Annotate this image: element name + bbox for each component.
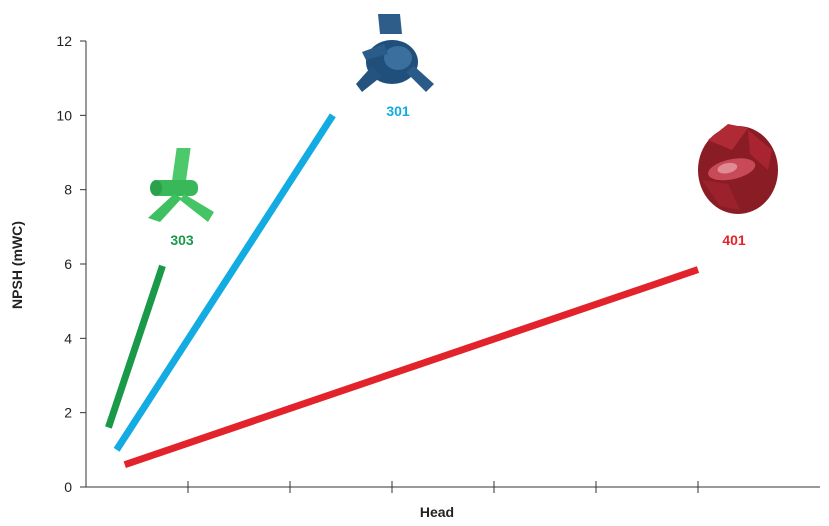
impeller-301-icon — [356, 14, 434, 92]
y-tick-label: 12 — [56, 33, 72, 49]
series-label-303: 303 — [170, 232, 194, 248]
x-axis-title: Head — [420, 504, 454, 520]
y-ticks: 0 2 4 6 8 10 12 — [56, 33, 86, 495]
y-tick-label: 8 — [64, 182, 72, 198]
y-tick-label: 4 — [64, 330, 72, 346]
y-tick-label: 6 — [64, 256, 72, 272]
impeller-401-icon — [698, 124, 778, 214]
series-line-401 — [123, 266, 700, 469]
y-axis-title: NPSH (mWC) — [9, 221, 25, 309]
y-tick-label: 0 — [64, 479, 72, 495]
series-line-301 — [113, 113, 336, 452]
series-labels: 303 301 401 — [170, 103, 746, 248]
series-lines — [105, 113, 700, 469]
series-line-303 — [105, 264, 166, 429]
x-ticks — [187, 481, 699, 493]
y-tick-label: 2 — [64, 405, 72, 421]
y-tick-label: 10 — [56, 107, 72, 123]
axes — [85, 41, 820, 488]
series-label-301: 301 — [386, 103, 410, 119]
impeller-303-icon — [148, 148, 214, 222]
series-label-401: 401 — [722, 232, 746, 248]
